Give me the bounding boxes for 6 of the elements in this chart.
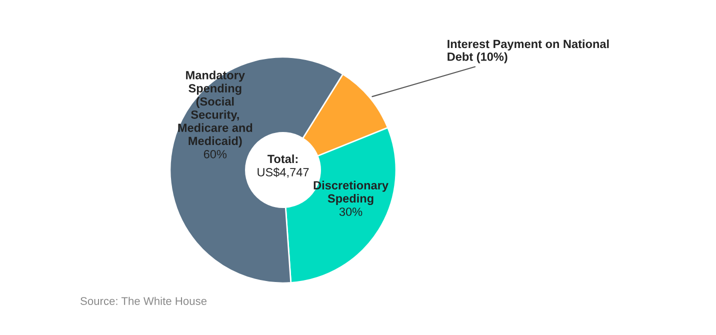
data-label: 30% — [339, 208, 362, 216]
text: Total: — [268, 154, 298, 164]
data-label: 60% — [204, 150, 227, 158]
source-note: Source: The White House — [80, 296, 207, 305]
slice-label: Interest Payment on National Debt (10%) — [448, 39, 609, 64]
text: US$4,747 — [258, 168, 309, 178]
